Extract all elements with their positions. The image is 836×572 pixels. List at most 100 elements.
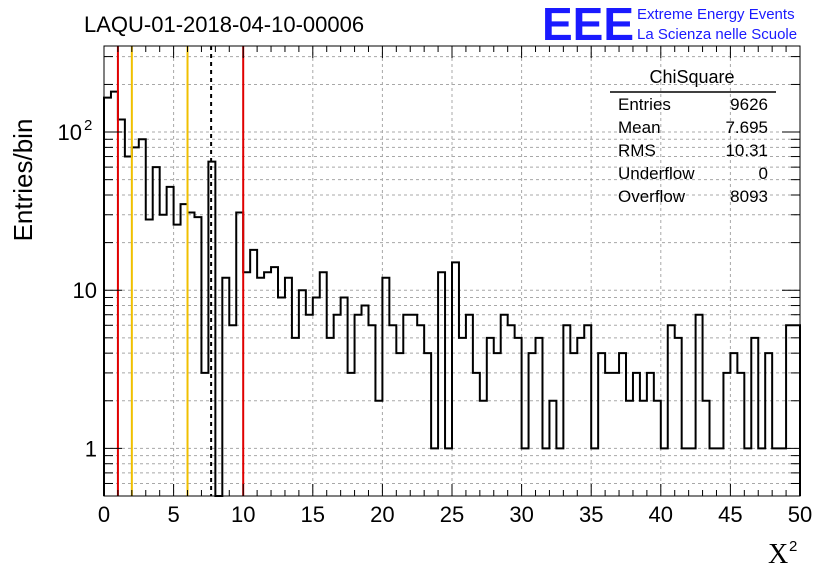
- x-tick-label: 30: [509, 502, 533, 527]
- histogram-bin: [118, 120, 125, 496]
- histogram-bin: [222, 278, 229, 496]
- histogram-bin: [278, 297, 285, 496]
- histogram-bin: [536, 338, 543, 496]
- histogram-bin: [779, 448, 786, 496]
- histogram-bin: [647, 373, 654, 496]
- histogram-bin: [696, 315, 703, 496]
- histogram-bin: [382, 278, 389, 496]
- histogram-bin: [181, 204, 188, 496]
- histogram-bin: [229, 325, 236, 496]
- histogram-bin: [334, 315, 341, 496]
- y-tick-label: 10: [58, 120, 82, 145]
- histogram-bin: [445, 448, 452, 496]
- histogram-bin: [689, 448, 696, 496]
- histogram-bin: [487, 338, 494, 496]
- x-tick-label: 5: [167, 502, 179, 527]
- stats-row-label: Mean: [618, 118, 661, 137]
- histogram-bin: [153, 167, 160, 496]
- logo-mark: EEE: [542, 0, 634, 50]
- histogram-bin: [716, 448, 723, 496]
- histogram-bin: [556, 448, 563, 496]
- histogram-bin: [466, 315, 473, 496]
- histogram-bin: [327, 338, 334, 496]
- histogram-bin: [285, 278, 292, 496]
- y-axis-label: Entries/bin: [8, 119, 38, 242]
- histogram-bin: [299, 290, 306, 496]
- stats-row-value: 7.695: [725, 118, 768, 137]
- histogram-bin: [591, 448, 598, 496]
- x-tick-label: 45: [718, 502, 742, 527]
- histogram-bin: [424, 353, 431, 496]
- stats-row-value: 8093: [730, 187, 768, 206]
- histogram-bin: [723, 373, 730, 496]
- histogram-bin: [417, 325, 424, 496]
- y-tick-label: 1: [85, 436, 97, 461]
- histogram: [103, 90, 801, 497]
- histogram-bin: [730, 353, 737, 496]
- histogram-bin: [668, 325, 675, 496]
- logo: EEE Extreme Energy Events La Scienza nel…: [542, 0, 797, 50]
- histogram-bin: [201, 373, 208, 496]
- histogram-bin: [612, 373, 619, 496]
- histogram-bin: [522, 448, 529, 496]
- histogram-bin: [438, 272, 445, 496]
- histogram-bin: [577, 338, 584, 496]
- stats-row-value: 10.31: [725, 141, 768, 160]
- histogram-bin: [146, 219, 153, 496]
- marker-lines: [116, 46, 245, 496]
- logo-line-1: Extreme Energy Events: [637, 6, 795, 23]
- histogram-bin: [675, 338, 682, 496]
- histogram-bin: [125, 157, 132, 496]
- histogram-bin: [772, 448, 779, 496]
- histogram-bin: [570, 353, 577, 496]
- histogram-bin: [452, 262, 459, 496]
- histogram-bin: [765, 353, 772, 496]
- x-tick-label: 40: [649, 502, 673, 527]
- histogram-bin: [563, 325, 570, 496]
- histogram-bin: [703, 401, 710, 496]
- x-axis: 0 5 10 15 20 25 30 35 40 45 50: [98, 46, 812, 527]
- stats-rows: Entries 9626 Mean 7.695 RMS 10.31 Underflow 0 Ov…: [618, 95, 768, 206]
- histogram-bin: [306, 315, 313, 496]
- histogram-bin: [362, 306, 369, 496]
- chart-title: LAQU-01-2018-04-10-00006: [84, 12, 364, 37]
- histogram-bin: [188, 213, 195, 496]
- histogram-bin: [368, 325, 375, 496]
- histogram-bin: [501, 315, 508, 496]
- stats-row-label: Overflow: [618, 187, 686, 206]
- histogram-bin: [410, 315, 417, 496]
- x-axis-label: X 2: [768, 538, 797, 570]
- histogram-bin: [264, 272, 271, 496]
- histogram-bin: [139, 139, 146, 496]
- histogram-bin: [250, 250, 257, 496]
- histogram-bin: [793, 325, 800, 496]
- histogram-bin: [473, 373, 480, 496]
- histogram-bin: [355, 315, 362, 496]
- y-tick-label: 10: [73, 278, 97, 303]
- histogram-bin: [494, 353, 501, 496]
- histogram-bin: [389, 325, 396, 496]
- histogram-bin: [104, 98, 111, 496]
- stats-row-value: 0: [759, 164, 768, 183]
- x-axis-label-superscript: 2: [789, 538, 797, 555]
- stats-row-value: 9626: [730, 95, 768, 114]
- histogram-bin: [619, 353, 626, 496]
- histogram-bin: [167, 187, 174, 496]
- histogram-bin: [403, 315, 410, 496]
- x-tick-label: 35: [579, 502, 603, 527]
- logo-line-2: La Scienza nelle Scuole: [637, 26, 797, 43]
- histogram-bin: [194, 217, 201, 496]
- histogram-bin: [271, 267, 278, 496]
- x-tick-label: 10: [231, 502, 255, 527]
- y-tick-label-superscript: 2: [84, 117, 92, 134]
- histogram-bin: [508, 325, 515, 496]
- x-tick-label: 0: [98, 502, 110, 527]
- histogram-bin: [375, 401, 382, 496]
- stats-row-label: Entries: [618, 95, 671, 114]
- histogram-bin: [480, 401, 487, 496]
- histogram-bin: [292, 338, 299, 496]
- histogram-bin: [132, 147, 139, 496]
- histogram-bin: [348, 373, 355, 496]
